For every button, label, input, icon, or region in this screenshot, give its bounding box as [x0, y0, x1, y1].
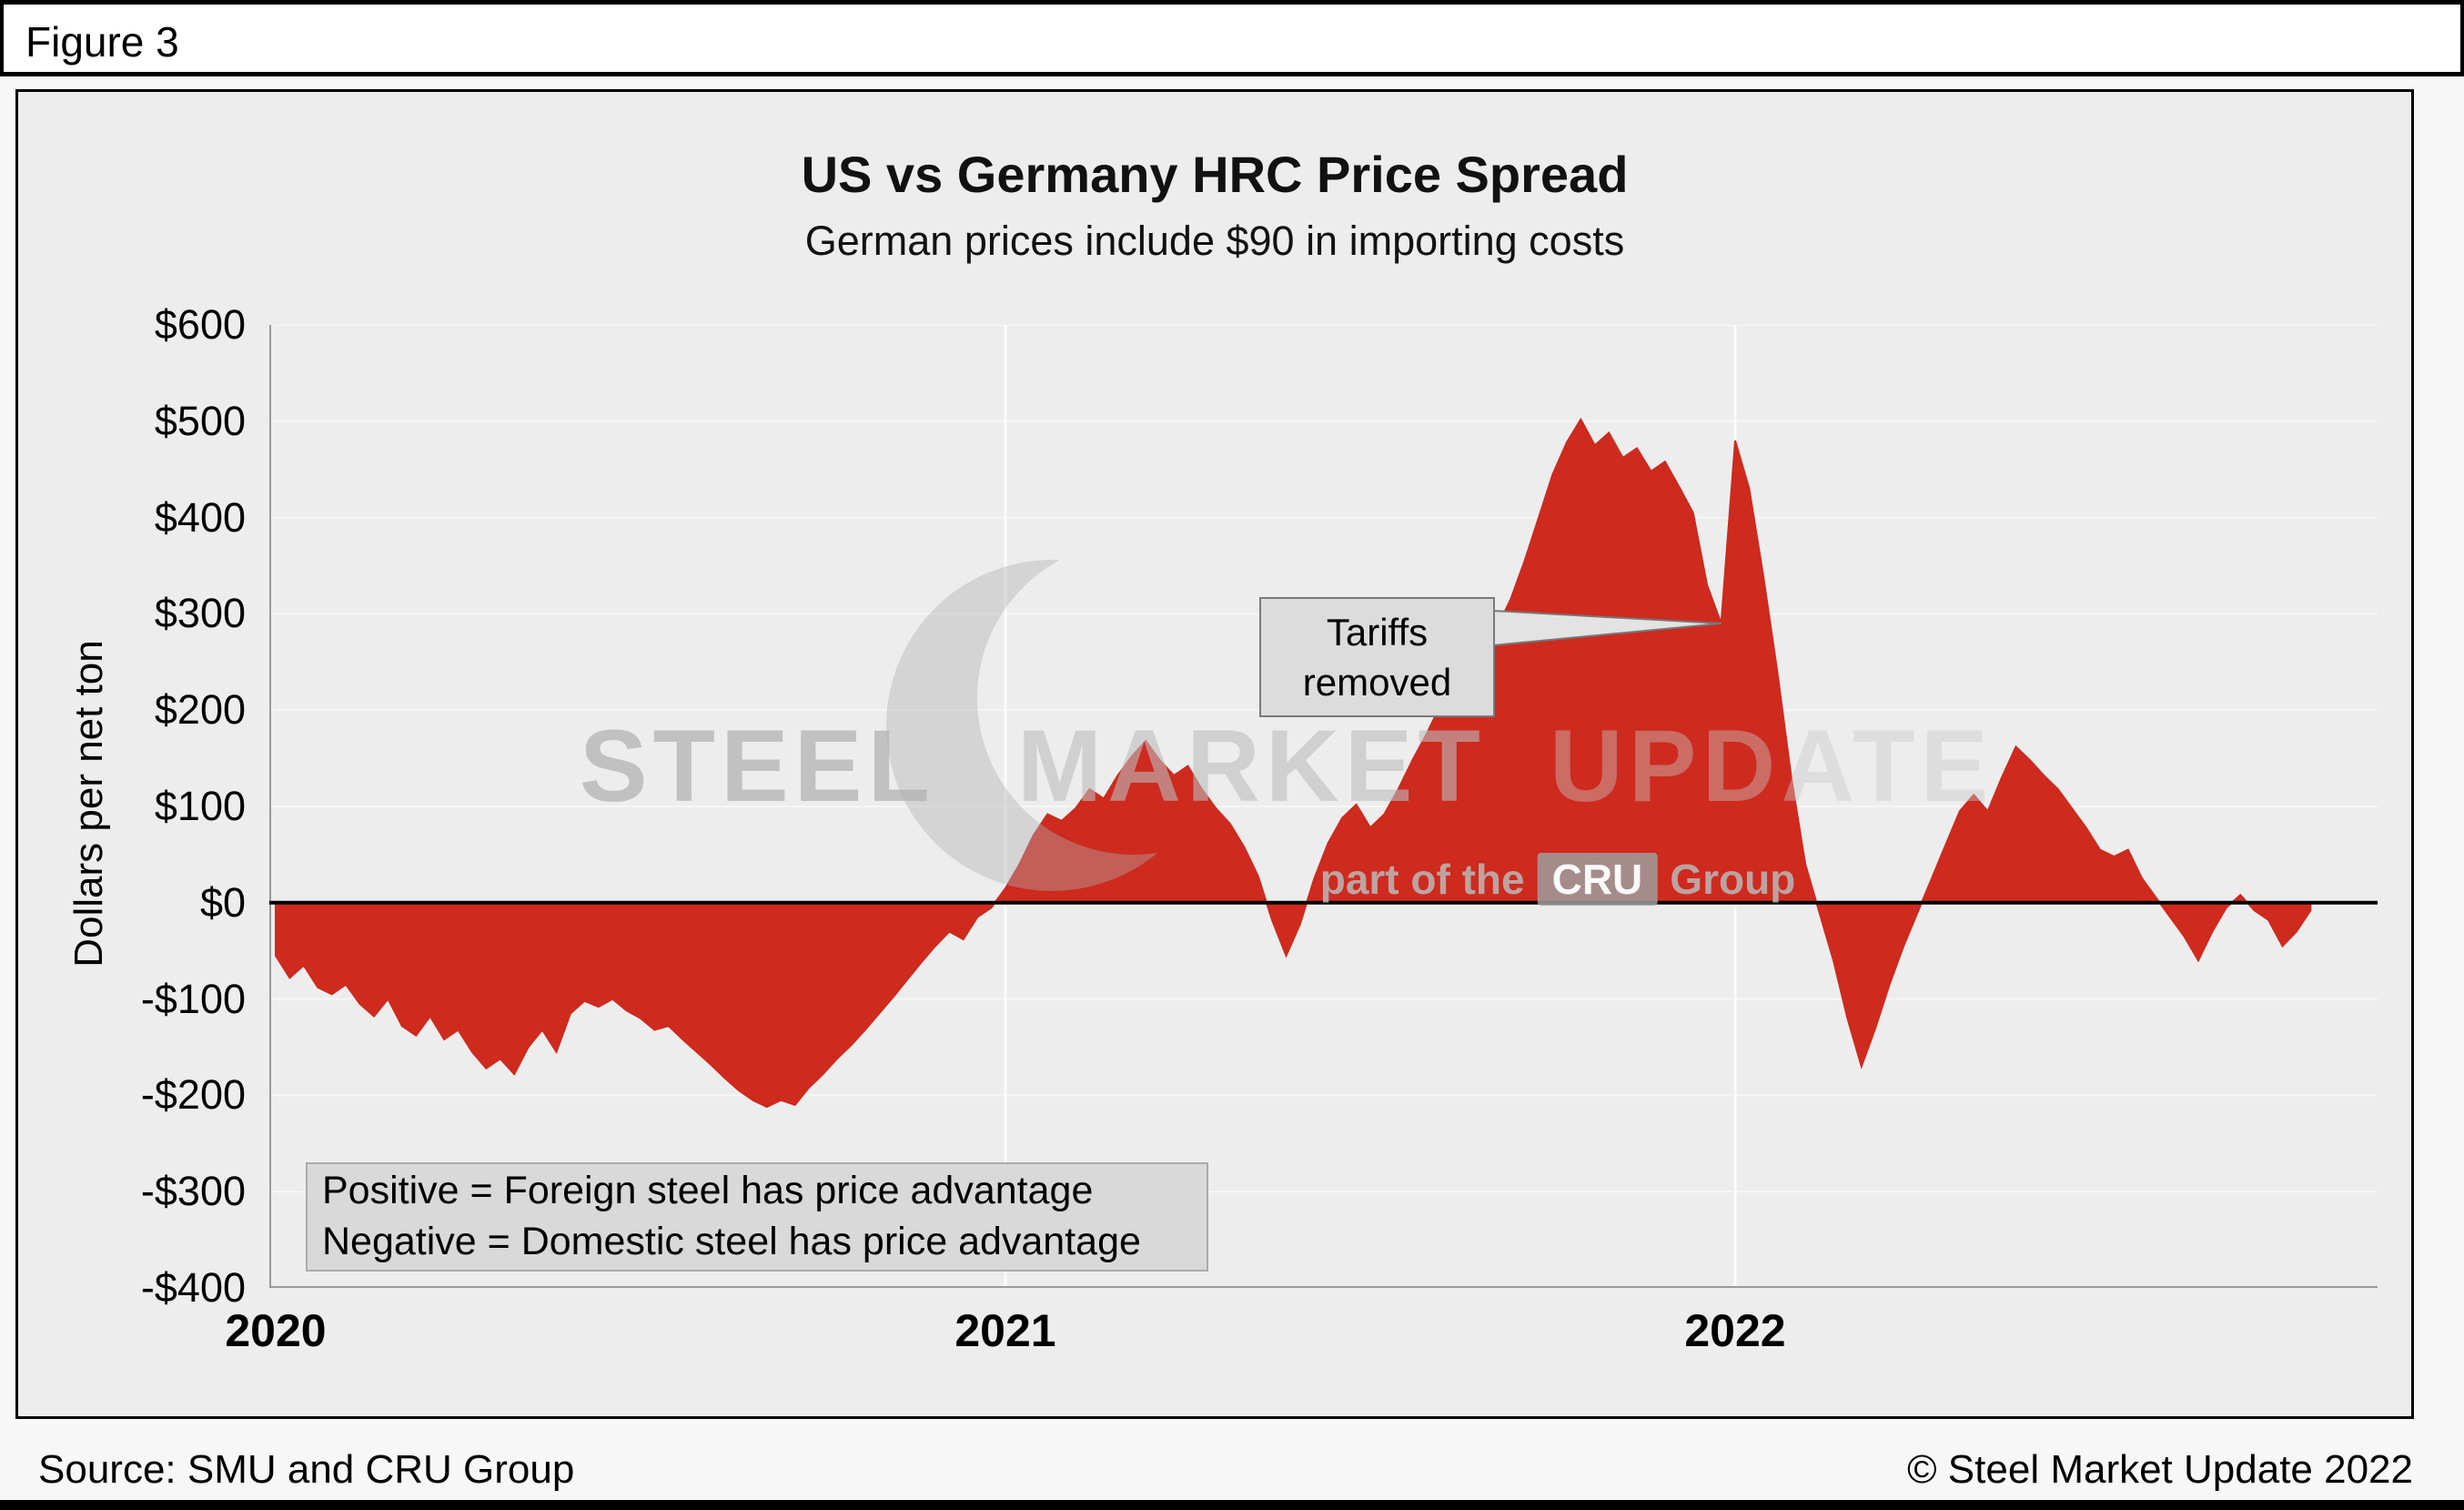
note-line-negative: Negative = Domestic steel has price adva… — [322, 1220, 1141, 1263]
y-tick-label: -$200 — [140, 1071, 246, 1118]
y-tick-label: $500 — [154, 398, 246, 444]
x-tick-label: 2020 — [225, 1305, 327, 1356]
y-tick-label: $0 — [199, 879, 246, 926]
callout-line-2: removed — [1302, 661, 1452, 704]
y-tick-label: $100 — [154, 783, 246, 829]
legend-note-box: Positive = Foreign steel has price advan… — [306, 1162, 1208, 1272]
y-tick-label: $300 — [154, 590, 246, 636]
chart-title: US vs Germany HRC Price Spread — [801, 146, 1629, 203]
y-axis-title: Dollars per net ton — [66, 640, 111, 968]
y-tick-label: -$400 — [140, 1264, 246, 1311]
y-tick-label: $600 — [154, 301, 246, 348]
y-tick-label: $400 — [154, 494, 246, 541]
footer: Source: SMU and CRU Group © Steel Market… — [0, 1444, 2464, 1498]
tariffs-removed-callout: Tariffs removed — [1259, 597, 1495, 717]
note-line-positive: Positive = Foreign steel has price advan… — [322, 1169, 1094, 1213]
figure-label: Figure 3 — [25, 18, 179, 66]
y-tick-label: $200 — [154, 686, 246, 733]
x-tick-label: 2021 — [954, 1305, 1056, 1356]
x-tick-label: 2022 — [1684, 1305, 1786, 1356]
bottom-bar — [0, 1500, 2464, 1510]
price-spread-area-chart — [269, 325, 2378, 1288]
chart-box: US vs Germany HRC Price Spread German pr… — [15, 89, 2414, 1419]
figure-band: Figure 3 — [0, 0, 2464, 76]
plot-area: STEEL MARKET UPDATE part of the CRU Group Ta… — [269, 325, 2378, 1288]
y-tick-label: -$100 — [140, 976, 246, 1022]
source-text: Source: SMU and CRU Group — [38, 1447, 575, 1492]
copyright-text: © Steel Market Update 2022 — [1907, 1447, 2413, 1492]
chart-subtitle: German prices include $90 in importing c… — [804, 218, 1625, 264]
callout-line-1: Tariffs — [1326, 610, 1429, 654]
y-tick-label: -$300 — [140, 1168, 246, 1214]
